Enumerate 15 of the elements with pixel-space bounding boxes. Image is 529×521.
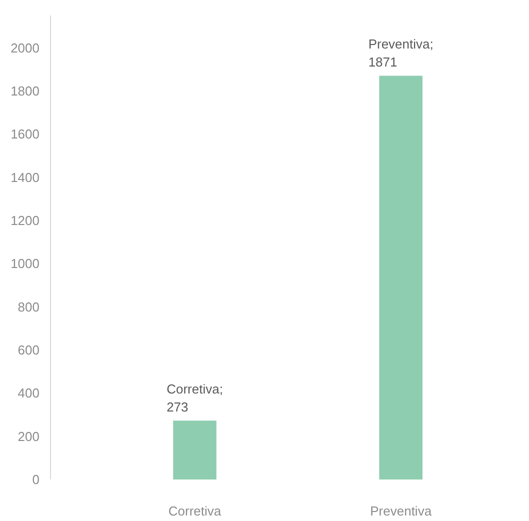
y-tick-label: 600 xyxy=(18,342,40,358)
y-tick-label: 400 xyxy=(18,386,40,401)
y-tick-label: 1000 xyxy=(10,256,40,272)
x-tick-label: Corretiva xyxy=(168,504,222,518)
y-tick-label: 0 xyxy=(32,472,40,487)
data-label: Corretiva; 273 xyxy=(166,382,223,415)
x-tick-label: Preventiva xyxy=(370,504,432,518)
y-tick-label: 200 xyxy=(18,428,40,444)
y-tick-label: 2000 xyxy=(10,40,40,56)
y-tick-label: 1200 xyxy=(10,213,40,228)
y-tick-label: 1400 xyxy=(10,170,40,185)
data-label: Preventiva; 1871 xyxy=(368,36,434,70)
y-tick-label: 800 xyxy=(18,299,40,314)
y-tick-label: 1800 xyxy=(10,84,40,99)
y-tick-label: 1600 xyxy=(10,126,40,142)
